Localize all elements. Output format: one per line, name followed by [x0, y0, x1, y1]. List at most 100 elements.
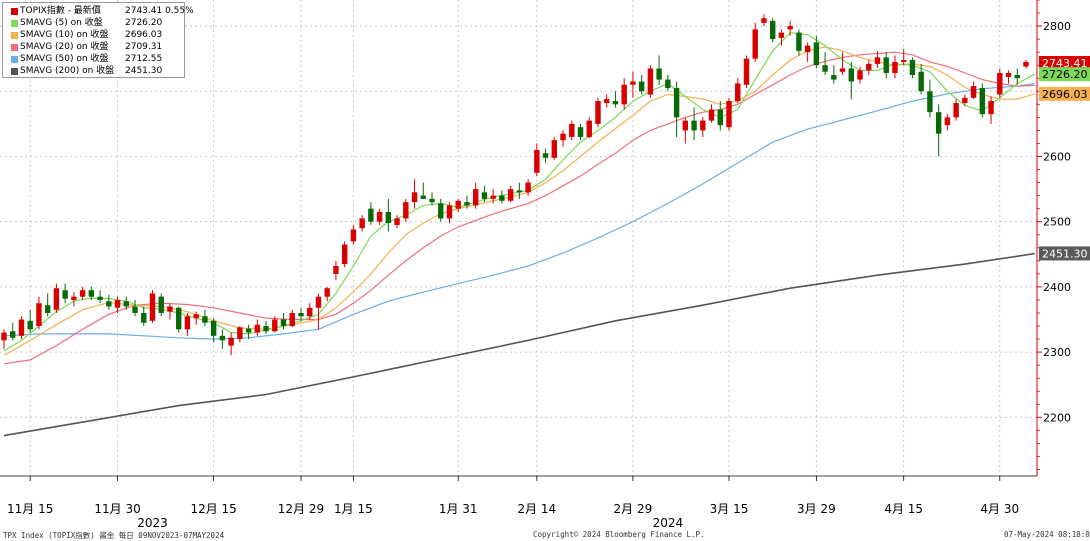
- candle-body: [1005, 73, 1012, 77]
- candle-body: [586, 120, 592, 137]
- x-tick-label: 4月 15: [884, 502, 923, 516]
- footer-source: TPX Index (TOPIX指數) 酱金 每日 09NOV2023-07MA…: [3, 531, 225, 540]
- candle-body: [1014, 74, 1020, 79]
- legend-swatch: [11, 44, 18, 51]
- y-tick-label: 2200: [1043, 411, 1071, 424]
- candle-body: [997, 73, 1003, 95]
- legend-row: SMAVG (20) on 收盤 2709.31: [7, 42, 183, 53]
- candle-body: [446, 205, 453, 219]
- candle-body: [315, 296, 322, 308]
- price-tag-label: 2451.30: [1042, 247, 1088, 260]
- candle-body: [883, 57, 889, 74]
- candle-body: [280, 319, 287, 327]
- legend-value: 2726.20: [125, 18, 163, 28]
- candlesticks: [1, 14, 1029, 356]
- candle-body: [979, 88, 986, 115]
- candle-body: [464, 202, 470, 206]
- x-axis: 11月 15 11月 30 12月 15 12月 29 1月 15 1月 31 2月 14 2…: [0, 475, 1037, 530]
- legend-swatch: [11, 20, 18, 27]
- legend-value: 2712.55: [125, 54, 163, 64]
- candle-body: [901, 59, 907, 62]
- gridlines: [0, 0, 1037, 476]
- x-tick-label: 12月 29: [278, 502, 324, 516]
- candle-body: [341, 244, 348, 265]
- candle-body: [490, 195, 496, 199]
- candle-body: [831, 74, 837, 80]
- candle-body: [708, 109, 715, 121]
- candle-body: [481, 192, 488, 199]
- candle-body: [10, 331, 16, 338]
- candle-body: [272, 319, 278, 332]
- candle-body: [962, 97, 968, 104]
- candle-body: [472, 189, 479, 206]
- candle-body: [953, 103, 959, 118]
- footer-timestamp: 07-May-2024 08:18:08: [1004, 530, 1090, 539]
- sma-50-line: [3, 82, 1035, 340]
- candle-body: [184, 316, 191, 330]
- x-tick-label: 3月 29: [797, 502, 836, 516]
- candle-body: [691, 120, 697, 131]
- candle-body: [735, 83, 741, 102]
- candle-body: [796, 32, 802, 51]
- candle-body: [202, 316, 208, 323]
- sma-20-line: [3, 51, 1035, 365]
- legend-label: SMAVG (5) on 收盤: [20, 18, 103, 28]
- legend-row: TOPIX指數 - 最新價 2743.41 0.55%: [7, 6, 194, 17]
- candle-body: [1023, 61, 1029, 67]
- legend-swatch: [11, 32, 18, 39]
- candle-body: [97, 296, 103, 300]
- candle-body: [726, 101, 732, 128]
- footer-copyright: Copyright© 2024 Bloomberg Finance L.P.: [533, 530, 705, 539]
- candle-body: [219, 335, 226, 341]
- candle-body: [621, 84, 627, 105]
- candle-body: [455, 200, 461, 209]
- candle-body: [665, 79, 671, 89]
- candle-body: [813, 42, 820, 66]
- y-tick-label: 2400: [1043, 281, 1071, 294]
- candle-body: [638, 81, 645, 92]
- x-tick-label: 1月 15: [334, 502, 373, 516]
- x-tick-label: 1月 31: [439, 502, 478, 516]
- y-axis: 2200230024002500260027002800: [1036, 0, 1071, 476]
- candle-body: [769, 20, 776, 40]
- candle-body: [516, 190, 523, 193]
- candle-body: [761, 18, 767, 23]
- price-tag-label: 2726.20: [1042, 68, 1088, 81]
- candle-body: [141, 312, 147, 323]
- candle-body: [656, 68, 662, 80]
- legend-row: SMAVG (10) on 收盤 2696.03: [7, 30, 183, 41]
- candle-body: [988, 101, 994, 115]
- candle-body: [743, 58, 750, 85]
- candle-body: [944, 117, 951, 126]
- candle-body: [298, 312, 304, 317]
- legend-value: 2696.03: [125, 30, 163, 40]
- legend-row: SMAVG (5) on 收盤 2726.20: [7, 18, 183, 29]
- candle-body: [71, 296, 77, 300]
- candle-body: [630, 81, 636, 85]
- candle-body: [909, 59, 916, 75]
- candle-body: [682, 120, 689, 131]
- candle-body: [411, 192, 418, 203]
- candle-body: [534, 149, 540, 173]
- candle-body: [604, 99, 610, 104]
- candle-body: [62, 290, 68, 299]
- x-tick-label: 4月 30: [980, 502, 1019, 516]
- candle-body: [333, 266, 339, 274]
- candle-body: [403, 202, 409, 219]
- price-tag: [1039, 246, 1090, 261]
- candle-body: [376, 211, 383, 222]
- candle-body: [359, 218, 365, 229]
- candle-body: [228, 337, 234, 346]
- candle-body: [970, 86, 977, 98]
- x-tick-label: 11月 30: [94, 502, 140, 516]
- y-tick-label: 2300: [1043, 346, 1071, 359]
- candle-body: [717, 109, 723, 126]
- y-tick-label: 2600: [1043, 150, 1071, 163]
- candle-body: [752, 29, 758, 59]
- legend-value: 2743.41 0.55%: [125, 6, 194, 16]
- candle-body: [394, 218, 400, 225]
- candle-body: [577, 127, 584, 137]
- candle-body: [88, 290, 95, 297]
- x-tick-label: 2月 14: [517, 502, 556, 516]
